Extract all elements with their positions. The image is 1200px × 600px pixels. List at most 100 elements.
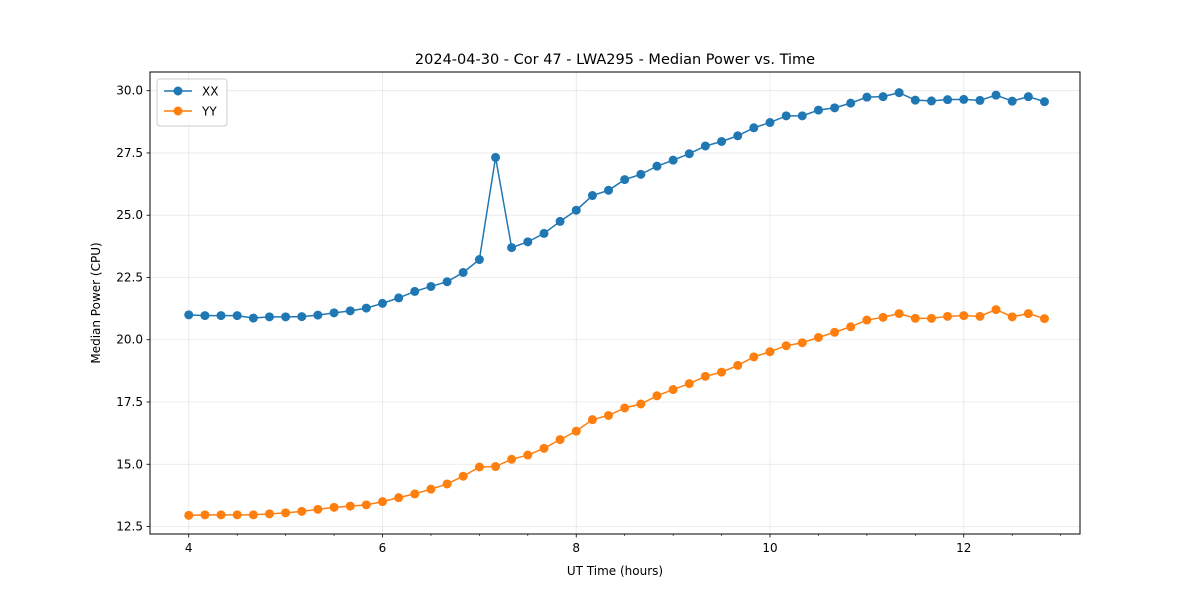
data-point-xx: [329, 308, 339, 318]
data-point-yy: [846, 322, 856, 332]
data-point-yy: [878, 312, 888, 322]
data-point-xx: [571, 205, 581, 215]
data-point-xx: [410, 286, 420, 296]
legend: XX YY: [156, 78, 228, 127]
data-point-yy: [749, 352, 759, 362]
data-point-xx: [733, 131, 743, 141]
data-point-xx: [620, 175, 630, 185]
y-tick-label: 17.5: [116, 395, 143, 409]
y-tick-label: 22.5: [116, 270, 143, 284]
data-point-yy: [410, 489, 420, 499]
legend-label-yy: YY: [201, 105, 217, 119]
data-point-yy: [636, 399, 646, 409]
data-point-yy: [717, 367, 727, 377]
y-axis-label: Median Power (CPU): [89, 242, 103, 363]
data-point-xx: [248, 313, 258, 323]
data-point-yy: [248, 510, 258, 520]
y-tick-label: 30.0: [116, 84, 143, 98]
x-tick-label: 4: [185, 541, 193, 555]
series-yy: [184, 305, 1049, 520]
data-point-xx: [523, 237, 533, 247]
data-point-yy: [620, 403, 630, 413]
data-point-yy: [797, 338, 807, 348]
data-point-yy: [604, 410, 614, 420]
data-point-xx: [361, 303, 371, 313]
data-point-yy: [313, 504, 323, 514]
data-point-yy: [765, 347, 775, 357]
y-axis: 12.5 15.0 17.5 20.0 22.5 25.0 27.5 30.0: [116, 84, 150, 534]
data-point-yy: [281, 508, 291, 518]
data-point-yy: [264, 509, 274, 519]
data-point-xx: [297, 312, 307, 322]
data-point-yy: [442, 479, 452, 489]
data-point-yy: [329, 502, 339, 512]
data-point-yy: [813, 332, 823, 342]
legend-marker-yy: [173, 106, 183, 116]
data-point-xx: [474, 255, 484, 265]
data-point-xx: [862, 92, 872, 102]
data-point-xx: [216, 311, 226, 321]
data-point-xx: [781, 111, 791, 121]
data-point-yy: [1039, 314, 1049, 324]
data-point-xx: [200, 311, 210, 321]
data-point-xx: [555, 216, 565, 226]
data-point-yy: [587, 415, 597, 425]
data-point-xx: [184, 310, 194, 320]
data-point-xx: [1039, 97, 1049, 107]
data-point-yy: [361, 500, 371, 510]
data-point-xx: [910, 95, 920, 105]
data-point-xx: [232, 311, 242, 321]
data-point-yy: [1007, 312, 1017, 322]
data-point-yy: [862, 315, 872, 325]
data-point-xx: [813, 105, 823, 115]
data-point-xx: [668, 155, 678, 165]
x-tick-label: 12: [956, 541, 971, 555]
data-point-xx: [458, 267, 468, 277]
data-point-yy: [959, 311, 969, 321]
data-point-xx: [846, 98, 856, 108]
data-point-xx: [1023, 92, 1033, 102]
data-point-xx: [797, 111, 807, 121]
data-point-yy: [378, 497, 387, 507]
y-tick-label: 25.0: [116, 208, 143, 222]
data-point-yy: [216, 510, 226, 520]
x-tick-label: 6: [379, 541, 387, 555]
data-point-yy: [539, 443, 549, 453]
data-point-yy: [781, 341, 791, 351]
data-point-xx: [587, 191, 597, 201]
data-point-xx: [959, 94, 969, 104]
data-point-xx: [684, 149, 694, 159]
data-point-yy: [394, 493, 404, 503]
data-point-yy: [943, 311, 953, 321]
data-point-xx: [1007, 96, 1017, 106]
data-point-yy: [894, 309, 904, 319]
data-point-xx: [313, 310, 323, 320]
data-point-xx: [636, 169, 646, 179]
data-point-yy: [474, 462, 484, 472]
y-tick-label: 20.0: [116, 333, 143, 347]
data-point-xx: [765, 118, 775, 128]
x-axis: 4 6 8 10 12: [185, 534, 1061, 555]
data-point-xx: [943, 95, 953, 105]
data-point-yy: [297, 506, 307, 516]
data-point-xx: [894, 88, 904, 98]
data-point-yy: [684, 379, 694, 389]
plot-frame: [149, 71, 1081, 535]
y-tick-label: 12.5: [116, 520, 143, 534]
data-point-xx: [442, 277, 452, 287]
data-point-xx: [507, 243, 517, 253]
data-point-xx: [491, 152, 501, 162]
data-point-yy: [426, 484, 436, 494]
data-point-yy: [1023, 309, 1033, 319]
data-point-yy: [345, 501, 355, 511]
data-point-yy: [571, 426, 581, 436]
data-point-xx: [345, 306, 355, 316]
data-point-xx: [281, 312, 291, 322]
data-point-yy: [491, 462, 501, 472]
data-point-yy: [668, 385, 678, 395]
data-point-xx: [378, 298, 387, 308]
data-point-yy: [830, 327, 840, 337]
data-point-xx: [717, 136, 727, 146]
data-point-xx: [652, 161, 662, 171]
